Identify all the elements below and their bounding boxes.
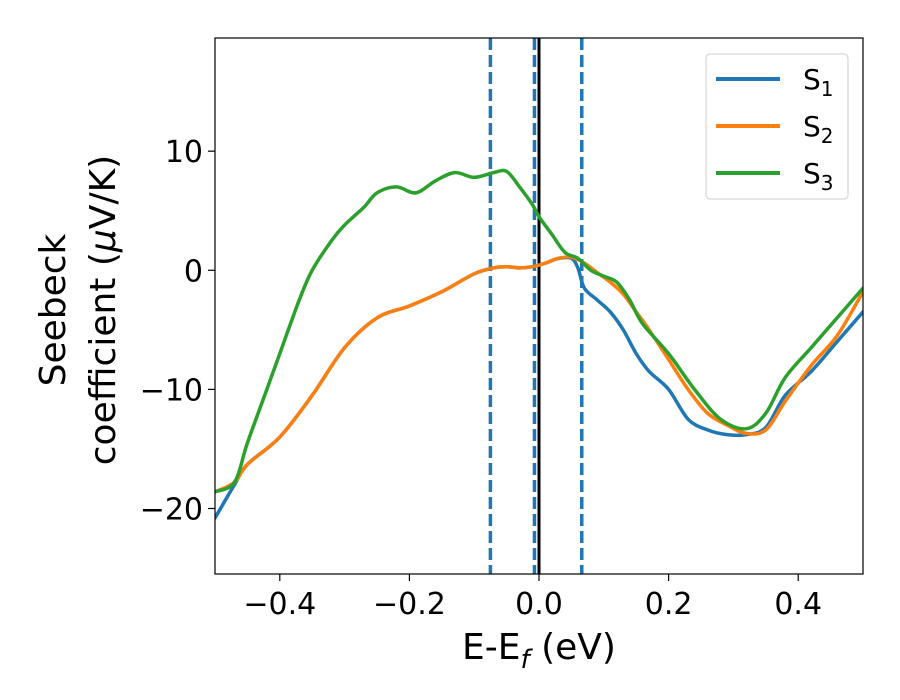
y-axis-ticks: −20 −10 0 10 bbox=[140, 135, 215, 527]
series-lines bbox=[215, 168, 863, 520]
legend-label-s1: S1 bbox=[803, 63, 834, 101]
y-tick-label: −10 bbox=[140, 373, 203, 408]
series-line-s3 bbox=[215, 168, 863, 494]
y-tick-label: −20 bbox=[140, 492, 203, 527]
x-axis-ticks: −0.4 −0.2 0.0 0.2 0.4 bbox=[243, 574, 822, 622]
y-axis-label-line1: Seebeck bbox=[33, 233, 74, 386]
x-tick-label: −0.2 bbox=[373, 587, 446, 622]
y-tick-label: 10 bbox=[165, 135, 203, 170]
legend: S1 S2 S3 bbox=[705, 53, 849, 200]
y-axis-label-line2: coefficient (μV/K) bbox=[83, 155, 124, 465]
legend-label-s2: S2 bbox=[803, 110, 834, 148]
legend-label-s3: S3 bbox=[803, 157, 834, 195]
vertical-lines bbox=[488, 38, 584, 574]
x-tick-label: 0.4 bbox=[774, 587, 822, 622]
y-tick-label: 0 bbox=[184, 254, 203, 289]
x-tick-label: −0.4 bbox=[243, 587, 316, 622]
x-tick-label: 0.2 bbox=[645, 587, 693, 622]
x-tick-label: 0.0 bbox=[515, 587, 563, 622]
x-axis-label: E-Ef (eV) bbox=[462, 627, 616, 675]
y-axis-label: Seebeck coefficient (μV/K) bbox=[33, 155, 124, 465]
